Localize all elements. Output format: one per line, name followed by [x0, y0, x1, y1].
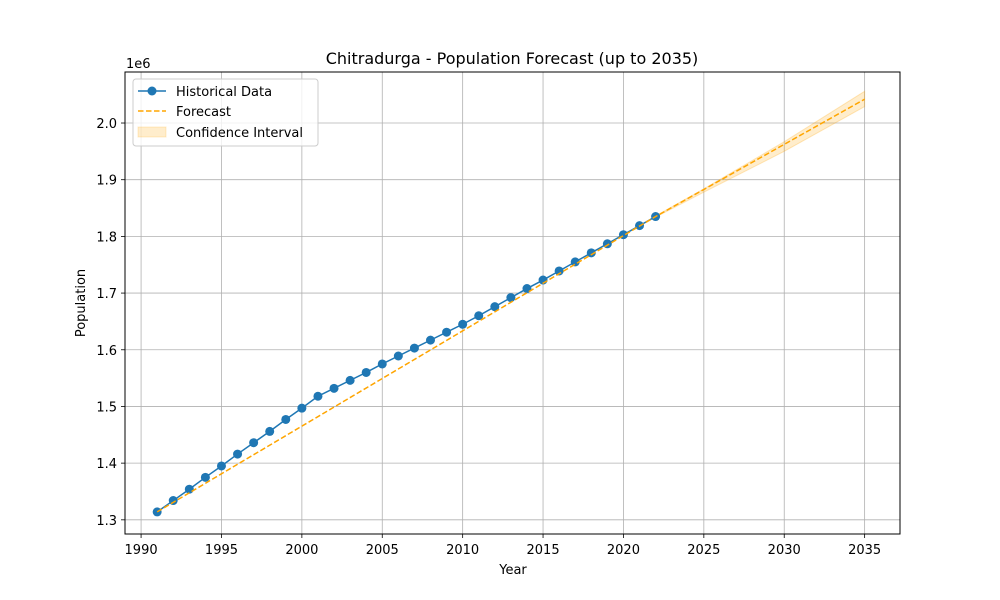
x-tick-label: 2025	[687, 543, 720, 558]
y-axis-label: Population	[74, 269, 89, 337]
historical-point	[168, 496, 178, 506]
historical-point	[490, 302, 500, 312]
y-tick-label: 1.8	[96, 230, 117, 245]
y-tick-label: 1.5	[96, 400, 117, 415]
historical-point	[265, 426, 275, 436]
historical-point	[377, 359, 387, 369]
x-tick-label: 2035	[848, 543, 881, 558]
historical-point	[345, 375, 355, 385]
forecast-line	[156, 98, 865, 513]
x-tick-label: 1995	[205, 543, 238, 558]
series-group	[152, 98, 865, 517]
historical-point	[570, 257, 580, 267]
y-tick-label: 2.0	[96, 117, 117, 132]
historical-point	[506, 293, 516, 303]
x-tick-label: 2030	[768, 543, 801, 558]
x-tick-label: 2000	[285, 543, 318, 558]
x-axis-label: Year	[498, 563, 527, 578]
y-tick-label: 1.9	[96, 174, 117, 189]
y-tick-label: 1.6	[96, 344, 117, 359]
chart-title: Chitradurga - Population Forecast (up to…	[326, 49, 699, 68]
historical-point	[297, 403, 307, 413]
historical-point	[249, 438, 259, 448]
legend-historical-label: Historical Data	[176, 85, 272, 100]
legend-forecast-label: Forecast	[176, 105, 231, 120]
historical-point	[233, 449, 243, 459]
legend-historical-marker	[147, 86, 157, 96]
x-tick-label: 2015	[527, 543, 560, 558]
historical-point	[281, 414, 291, 424]
x-tick-label: 2020	[607, 543, 640, 558]
ticks: 1990 1995 2000 2005 2010 2015 2020 2025 2030 2035…	[96, 117, 881, 558]
historical-point	[200, 472, 210, 482]
y-tick-label: 1.4	[96, 457, 117, 472]
y-tick-label: 1.7	[96, 287, 117, 302]
legend-ci-label: Confidence Interval	[176, 126, 303, 141]
historical-point	[586, 248, 596, 258]
historical-point	[313, 391, 323, 401]
historical-point	[409, 343, 419, 353]
historical-point	[393, 351, 403, 361]
historical-point	[474, 311, 484, 321]
historical-point	[184, 484, 194, 494]
historical-point	[442, 327, 452, 337]
historical-point	[216, 461, 226, 471]
x-tick-label: 2005	[366, 543, 399, 558]
legend: Historical Data Forecast Confidence Inte…	[132, 78, 319, 147]
historical-point	[602, 239, 612, 249]
historical-point	[458, 319, 468, 329]
x-tick-label: 1990	[125, 543, 158, 558]
x-tick-label: 2010	[446, 543, 479, 558]
historical-point	[425, 335, 435, 345]
y-tick-label: 1.3	[96, 514, 117, 529]
grid	[125, 72, 900, 534]
historical-point	[329, 383, 339, 393]
historical-point	[361, 367, 371, 377]
legend-ci-swatch	[137, 126, 167, 138]
plot-frame	[124, 71, 901, 535]
legend-box	[132, 78, 319, 147]
y-offset-label: 1e6	[126, 57, 151, 72]
